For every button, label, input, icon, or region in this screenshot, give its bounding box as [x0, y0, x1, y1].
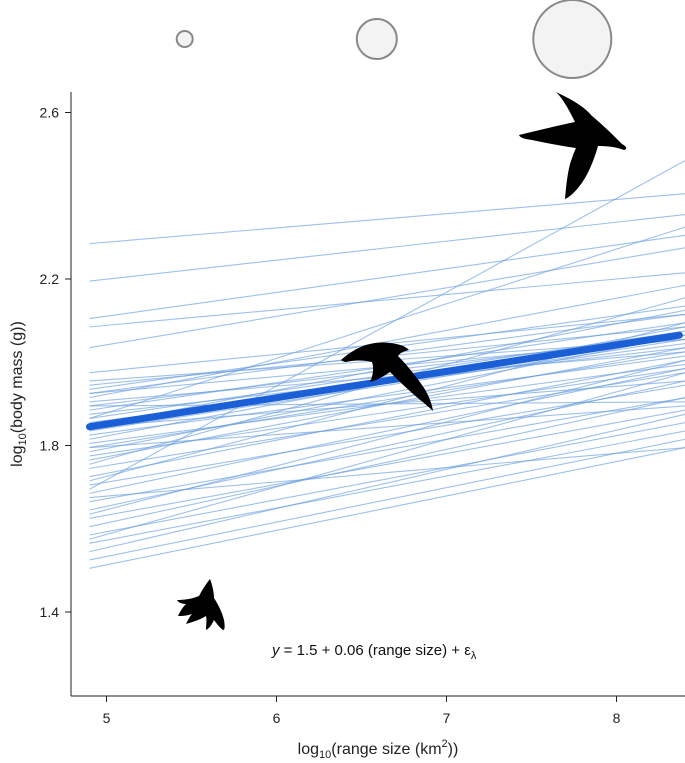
posterior-line: [89, 247, 685, 349]
equation-text: y = 1.5 + 0.06 (range size) + ελ: [271, 642, 477, 662]
large-seabird-icon: [519, 92, 627, 199]
posterior-line: [89, 413, 685, 553]
posterior-line: [89, 430, 685, 544]
posterior-line: [89, 284, 685, 399]
posterior-line: [89, 213, 685, 282]
mean-regression-line: [86, 331, 683, 431]
posterior-line: [89, 438, 685, 561]
posterior-line: [89, 226, 685, 419]
posterior-line: [89, 405, 685, 449]
posterior-line: [89, 234, 685, 320]
medium-seabird-icon: [341, 342, 433, 411]
y-tick-label: 2.6: [40, 105, 60, 121]
posterior-line: [89, 447, 685, 499]
posterior-line: [89, 380, 685, 428]
x-tick-label: 8: [613, 710, 621, 726]
posterior-line: [89, 351, 685, 403]
mean-line-group: [86, 331, 683, 431]
posterior-line: [89, 272, 685, 328]
x-tick-label: 5: [103, 710, 111, 726]
x-tick-label: 7: [443, 710, 451, 726]
posterior-line: [89, 351, 685, 449]
posterior-line: [89, 397, 685, 503]
small-bird-icon: [177, 579, 225, 630]
posterior-line: [89, 355, 685, 436]
posterior-line: [89, 359, 685, 478]
y-tick-label: 1.8: [40, 438, 60, 454]
posterior-line: [89, 359, 685, 515]
y-tick-label: 1.4: [40, 604, 60, 620]
posterior-line: [89, 447, 685, 569]
posterior-line: [89, 368, 685, 494]
posterior-line: [89, 372, 685, 540]
posterior-line: [89, 159, 685, 490]
posterior-line: [89, 397, 685, 528]
posterior-line: [89, 193, 685, 245]
posterior-line: [89, 384, 685, 486]
x-tick-label: 6: [273, 710, 281, 726]
y-axis: 1.4 1.8 2.2 2.6: [40, 92, 72, 696]
y-axis-title: log10(body mass (g)): [9, 321, 29, 467]
size-legend-circle: [175, 30, 194, 48]
x-axis-title: log10(range size (km2)): [298, 738, 459, 761]
size-legend-circle: [532, 0, 613, 79]
posterior-line: [89, 422, 685, 536]
size-legend: [175, 0, 613, 79]
posterior-line: [89, 334, 685, 453]
x-axis: 5 6 7 8: [71, 695, 685, 726]
posterior-line: [89, 409, 685, 519]
size-legend-circle: [355, 18, 398, 60]
y-tick-label: 2.2: [40, 271, 60, 287]
